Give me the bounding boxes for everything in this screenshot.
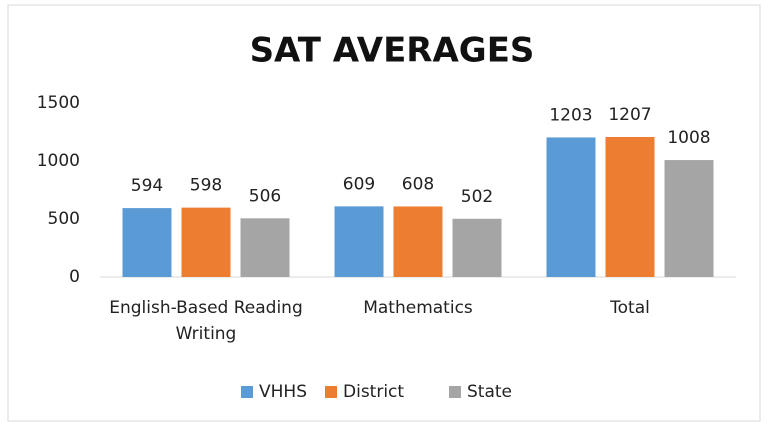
- legend-swatch: [241, 386, 253, 398]
- bar: [665, 160, 714, 277]
- y-tick-label: 500: [48, 209, 80, 229]
- chart-title: SAT AVERAGES: [250, 31, 535, 71]
- legend-label: State: [467, 382, 512, 402]
- bar: [606, 137, 655, 277]
- y-tick-label: 1500: [37, 93, 80, 113]
- bar: [453, 219, 502, 277]
- legend-label: District: [343, 382, 404, 402]
- bar: [394, 206, 443, 277]
- x-tick-label: English-Based Reading Writing: [106, 295, 306, 347]
- legend-swatch: [449, 386, 461, 398]
- legend-label: VHHS: [259, 382, 307, 402]
- bar: [547, 137, 596, 277]
- y-tick-label: 0: [69, 267, 80, 287]
- value-label: 502: [461, 187, 493, 207]
- bar: [335, 206, 384, 277]
- x-tick-label: Mathematics: [318, 295, 518, 321]
- value-label: 608: [402, 174, 434, 194]
- x-tick-label: Total: [530, 295, 730, 321]
- value-label: 506: [249, 186, 281, 206]
- y-tick-label: 1000: [37, 151, 80, 171]
- value-label: 594: [131, 176, 163, 196]
- value-label: 1207: [608, 105, 651, 125]
- bar: [123, 208, 172, 277]
- value-label: 1008: [667, 128, 710, 148]
- value-label: 1203: [549, 105, 592, 125]
- value-label: 598: [190, 176, 222, 196]
- legend-swatch: [325, 386, 337, 398]
- bar: [241, 218, 290, 277]
- page: SAT AVERAGES 0 500 1000 1500 594 598 506 609 608…: [0, 0, 768, 429]
- chart: SAT AVERAGES 0 500 1000 1500 594 598 506 609 608…: [0, 0, 768, 429]
- bar: [182, 208, 231, 277]
- value-label: 609: [343, 174, 375, 194]
